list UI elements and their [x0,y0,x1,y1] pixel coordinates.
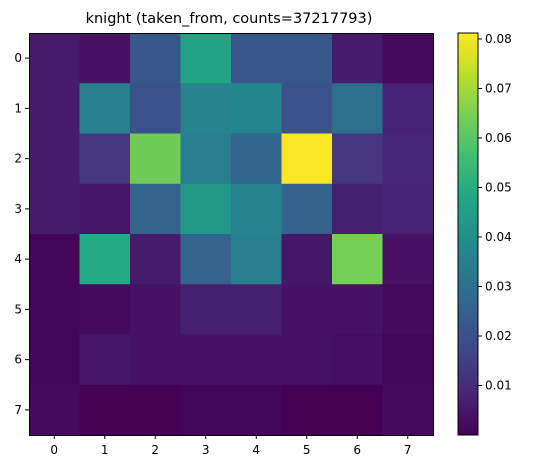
colorbar-tick-label-7: 0.08 [485,32,512,46]
heatmap-cell-r4-c5 [281,234,333,285]
y-tick-label-5: 5 [14,302,22,316]
x-tick-label-5: 5 [303,443,311,457]
colorbar-tick-label-2: 0.03 [485,279,512,293]
heatmap-cell-r1-c1 [79,83,131,134]
heatmap-cell-r3-c5 [281,183,333,235]
heatmap-cell-r7-c2 [130,384,181,436]
heatmap-cell-r0-c1 [79,33,131,84]
x-tick-label-6: 6 [353,443,361,457]
heatmap-cell-r7-c7 [382,384,434,436]
x-tick-label-2: 2 [151,443,159,457]
heatmap-cell-r4-c7 [382,234,434,285]
heatmap-cell-r7-c6 [332,384,383,436]
heatmap-cell-r0-c4 [231,33,282,84]
y-tick-label-2: 2 [14,152,22,166]
heatmap-cell-r5-c4 [231,284,282,335]
heatmap-cell-r5-c3 [180,284,232,335]
heatmap-cell-r3-c6 [332,183,383,235]
heatmap-cell-r6-c5 [281,334,333,386]
heatmap-cell-r4-c3 [180,234,232,285]
heatmap-cell-r0-c5 [281,33,333,84]
colorbar-tick-label-5: 0.06 [485,131,512,145]
x-tick-label-4: 4 [252,443,260,457]
heatmap-cell-r7-c0 [29,384,80,436]
heatmap-cell-r2-c3 [180,133,232,185]
heatmap-cell-r3-c7 [382,183,434,235]
heatmap-cell-r7-c4 [231,384,282,436]
heatmap-cell-r1-c3 [180,83,232,134]
heatmap-cell-r2-c2 [130,133,181,185]
heatmap-cell-r1-c7 [382,83,434,134]
heatmap-cell-r5-c5 [281,284,333,335]
x-tick-label-7: 7 [404,443,412,457]
heatmap-cell-r0-c2 [130,33,181,84]
heatmap-cell-r6-c1 [79,334,131,386]
colorbar-tick-label-1: 0.02 [485,329,512,343]
heatmap-cell-r4-c1 [79,234,131,285]
heatmap-cell-r0-c3 [180,33,232,84]
heatmap-cell-r7-c1 [79,384,131,436]
heatmap-cell-r1-c5 [281,83,333,134]
heatmap-cell-r5-c2 [130,284,181,335]
heatmap-cell-r6-c4 [231,334,282,386]
y-tick-label-7: 7 [14,403,22,417]
heatmap-cell-r2-c0 [29,133,80,185]
y-tick-label-6: 6 [14,353,22,367]
chart-title: knight (taken_from, counts=37217793) [86,11,373,27]
heatmap-cell-r7-c3 [180,384,232,436]
heatmap-cell-r1-c4 [231,83,282,134]
y-axis: 0 1 2 3 4 5 6 7 [14,51,29,417]
heatmap-cell-r6-c6 [332,334,383,386]
x-tick-label-0: 0 [50,443,58,457]
heatmap-cell-r6-c3 [180,334,232,386]
heatmap-cell-r2-c4 [231,133,282,185]
y-tick-label-1: 1 [14,101,22,115]
heatmap-cell-r6-c2 [130,334,181,386]
heatmap-cell-r1-c6 [332,83,383,134]
heatmap-cell-r4-c4 [231,234,282,285]
heatmap-cell-r2-c6 [332,133,383,185]
colorbar-ticks: 0.01 0.02 0.03 0.04 0.05 0.06 0.07 0.08 [478,32,512,392]
heatmap-cell-r6-c7 [382,334,434,386]
heatmap-cell-r6-c0 [29,334,80,386]
colorbar-tick-label-3: 0.04 [485,230,512,244]
colorbar-gradient [458,33,478,435]
heatmap-cell-r0-c6 [332,33,383,84]
heatmap-cell-r3-c3 [180,183,232,235]
y-tick-label-0: 0 [14,51,22,65]
heatmap-cell-r2-c5 [281,133,333,185]
heatmap-cell-r4-c6 [332,234,383,285]
heatmap-cell-r2-c7 [382,133,434,185]
y-tick-label-4: 4 [14,252,22,266]
heatmap-cell-r7-c5 [281,384,333,436]
heatmap-cell-r0-c0 [29,33,80,84]
heatmap-cell-r5-c0 [29,284,80,335]
heatmap-cell-r5-c6 [332,284,383,335]
heatmap-cell-r1-c2 [130,83,181,134]
heatmap-cell-r3-c0 [29,183,80,235]
heatmap-cell-r5-c7 [382,284,434,335]
x-axis: 0 1 2 3 4 5 6 7 [50,435,412,457]
colorbar-frame [457,32,479,436]
heatmap-cell-r4-c2 [130,234,181,285]
heatmap-cell-r4-c0 [29,234,80,285]
heatmap-cell-r3-c4 [231,183,282,235]
heatmap-cells [29,33,434,436]
heatmap-cell-r3-c1 [79,183,131,235]
heatmap-cell-r3-c2 [130,183,181,235]
heatmap-cell-r5-c1 [79,284,131,335]
colorbar-tick-label-4: 0.05 [485,180,512,194]
colorbar: 0.01 0.02 0.03 0.04 0.05 0.06 0.07 0.08 [457,32,512,436]
heatmap-cell-r2-c1 [79,133,131,185]
plot-frame [29,33,434,436]
y-tick-label-3: 3 [14,202,22,216]
heatmap-cell-r0-c7 [382,33,434,84]
heatmap-cell-r1-c0 [29,83,80,134]
colorbar-tick-label-0: 0.01 [485,378,512,392]
colorbar-tick-label-6: 0.07 [485,81,512,95]
x-tick-label-3: 3 [202,443,210,457]
x-tick-label-1: 1 [101,443,109,457]
